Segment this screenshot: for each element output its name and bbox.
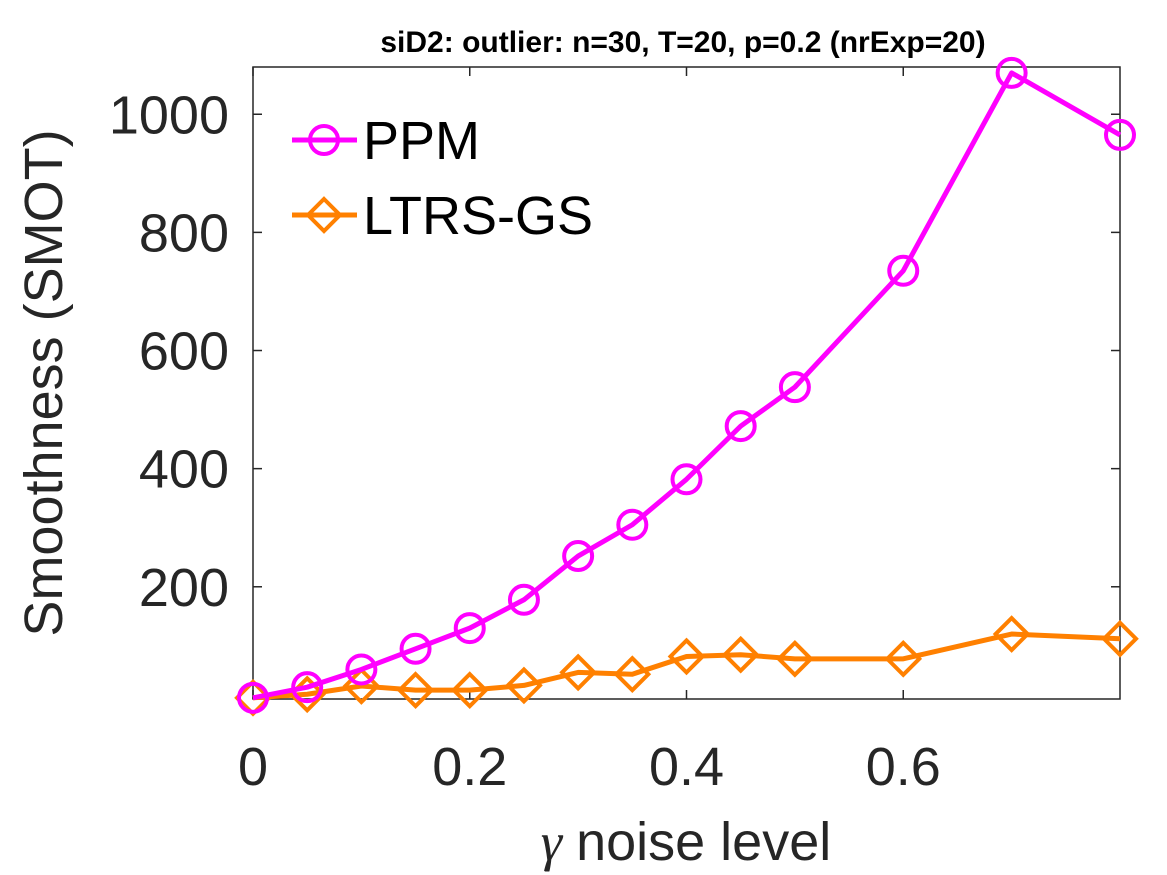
data-point bbox=[450, 671, 489, 709]
data-point bbox=[992, 615, 1031, 653]
data-point bbox=[721, 635, 760, 674]
x-axis-label-symbol: γ bbox=[541, 812, 564, 872]
x-tick-label: 0.2 bbox=[432, 737, 507, 797]
data-point bbox=[559, 653, 597, 692]
data-point bbox=[667, 637, 706, 676]
x-axis: 0 0.2 0.4 0.6 bbox=[238, 67, 941, 797]
series-line bbox=[252, 70, 1122, 701]
x-tick-label: 0.6 bbox=[866, 737, 941, 797]
data-point bbox=[884, 640, 923, 678]
x-tick-label: 0.4 bbox=[649, 737, 724, 797]
legend-marker bbox=[308, 124, 340, 156]
legend-marker bbox=[305, 196, 343, 234]
data-point bbox=[616, 508, 649, 541]
legend-item: PPM bbox=[292, 111, 480, 171]
data-point bbox=[778, 371, 811, 404]
data-point bbox=[345, 653, 378, 686]
data-point bbox=[1101, 619, 1139, 658]
data-point bbox=[505, 666, 543, 705]
data-point bbox=[995, 56, 1028, 89]
x-axis-label-text: noise level bbox=[576, 812, 831, 872]
data-point bbox=[453, 612, 486, 645]
data-point bbox=[396, 671, 435, 709]
y-axis-label: Smoothness (SMOT) bbox=[14, 129, 74, 636]
y-tick-label: 1000 bbox=[109, 85, 229, 145]
data-point bbox=[562, 540, 595, 573]
data-point bbox=[1104, 118, 1136, 151]
x-axis-label: γ noise level bbox=[541, 812, 831, 872]
y-tick-label: 400 bbox=[139, 440, 229, 500]
data-point bbox=[399, 632, 432, 665]
data-point bbox=[887, 254, 920, 287]
y-tick-label: 200 bbox=[139, 558, 229, 618]
legend-label: PPM bbox=[363, 111, 480, 171]
data-point bbox=[776, 640, 814, 678]
legend-item: LTRS-GS bbox=[292, 186, 593, 246]
legend-label: LTRS-GS bbox=[363, 186, 593, 246]
data-point bbox=[237, 681, 269, 714]
plot-series bbox=[234, 56, 1139, 717]
series-line bbox=[252, 631, 1121, 701]
data-point bbox=[670, 463, 703, 496]
chart-title: siD2: outlier: n=30, T=20, p=0.2 (nrExp=… bbox=[380, 26, 985, 59]
series-ppm bbox=[237, 56, 1136, 714]
y-axis: 200 400 600 800 1000 bbox=[109, 85, 1120, 618]
data-point bbox=[613, 655, 652, 694]
y-tick-label: 800 bbox=[139, 203, 229, 263]
legend: PPM LTRS-GS bbox=[292, 111, 593, 246]
data-point bbox=[291, 671, 324, 704]
data-point bbox=[724, 410, 757, 443]
x-tick-label: 0 bbox=[238, 737, 268, 797]
data-point bbox=[507, 583, 540, 616]
y-tick-label: 600 bbox=[139, 322, 229, 382]
